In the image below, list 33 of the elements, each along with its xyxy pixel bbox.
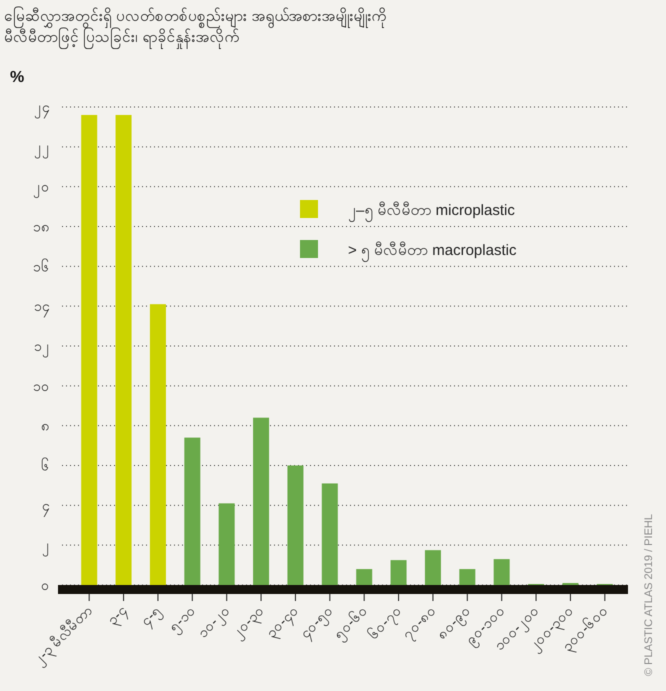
bar [116, 114, 132, 585]
legend-label: ၂–၅ မီလီမီတာ microplastic [348, 201, 516, 222]
y-tick-label: ၄ [42, 497, 50, 516]
y-axis-title: % [10, 69, 24, 86]
y-tick-label: ၂ [42, 537, 50, 556]
y-tick-label: ၁၀ [33, 378, 50, 394]
y-tick-label: ၂၂ [34, 138, 50, 158]
legend-label: > ၅ မီလီမီတာ macroplastic [348, 241, 517, 262]
y-tick-label: ၁၈ [33, 218, 50, 234]
text: © PLASTIC ATLAS 2019 / PIEHL [643, 514, 655, 676]
bar [424, 550, 441, 585]
y-tick-label: ၆ [41, 458, 50, 474]
bar [287, 466, 304, 585]
y-tick-label: ၁၆ [33, 258, 50, 274]
bar [184, 438, 200, 585]
x-tick-label: ၄-၅ [137, 602, 166, 631]
bar [253, 418, 270, 585]
y-tick-label: ၁၂ [34, 338, 50, 357]
chart-title: မြေဆီလွှာအတွင်းရှိ ပလတ်စတစ်ပစ္စည်းများ အရွယ်အစားအမျိုးမျိုးကို မီလီမီတာဖြင့် ပြသခြင်း၊ ရာခိုင်နှုန်းအလိုက် [4, 6, 388, 48]
y-tick-label: ၈ [41, 418, 50, 434]
y-tick-label: ၂၀ [33, 178, 50, 198]
y-tick-label: ၀ [41, 577, 50, 593]
bar [81, 114, 98, 585]
bar [322, 483, 338, 585]
bar [494, 559, 510, 585]
y-tick-label: ၁၄ [34, 298, 50, 318]
x-tick-label: ၃-၄ [104, 602, 132, 630]
bar [459, 569, 476, 585]
bar [356, 569, 372, 585]
bar [218, 503, 235, 585]
bar [150, 304, 166, 585]
bar [390, 560, 407, 585]
y-tick-label: ၂၄ [34, 99, 50, 118]
